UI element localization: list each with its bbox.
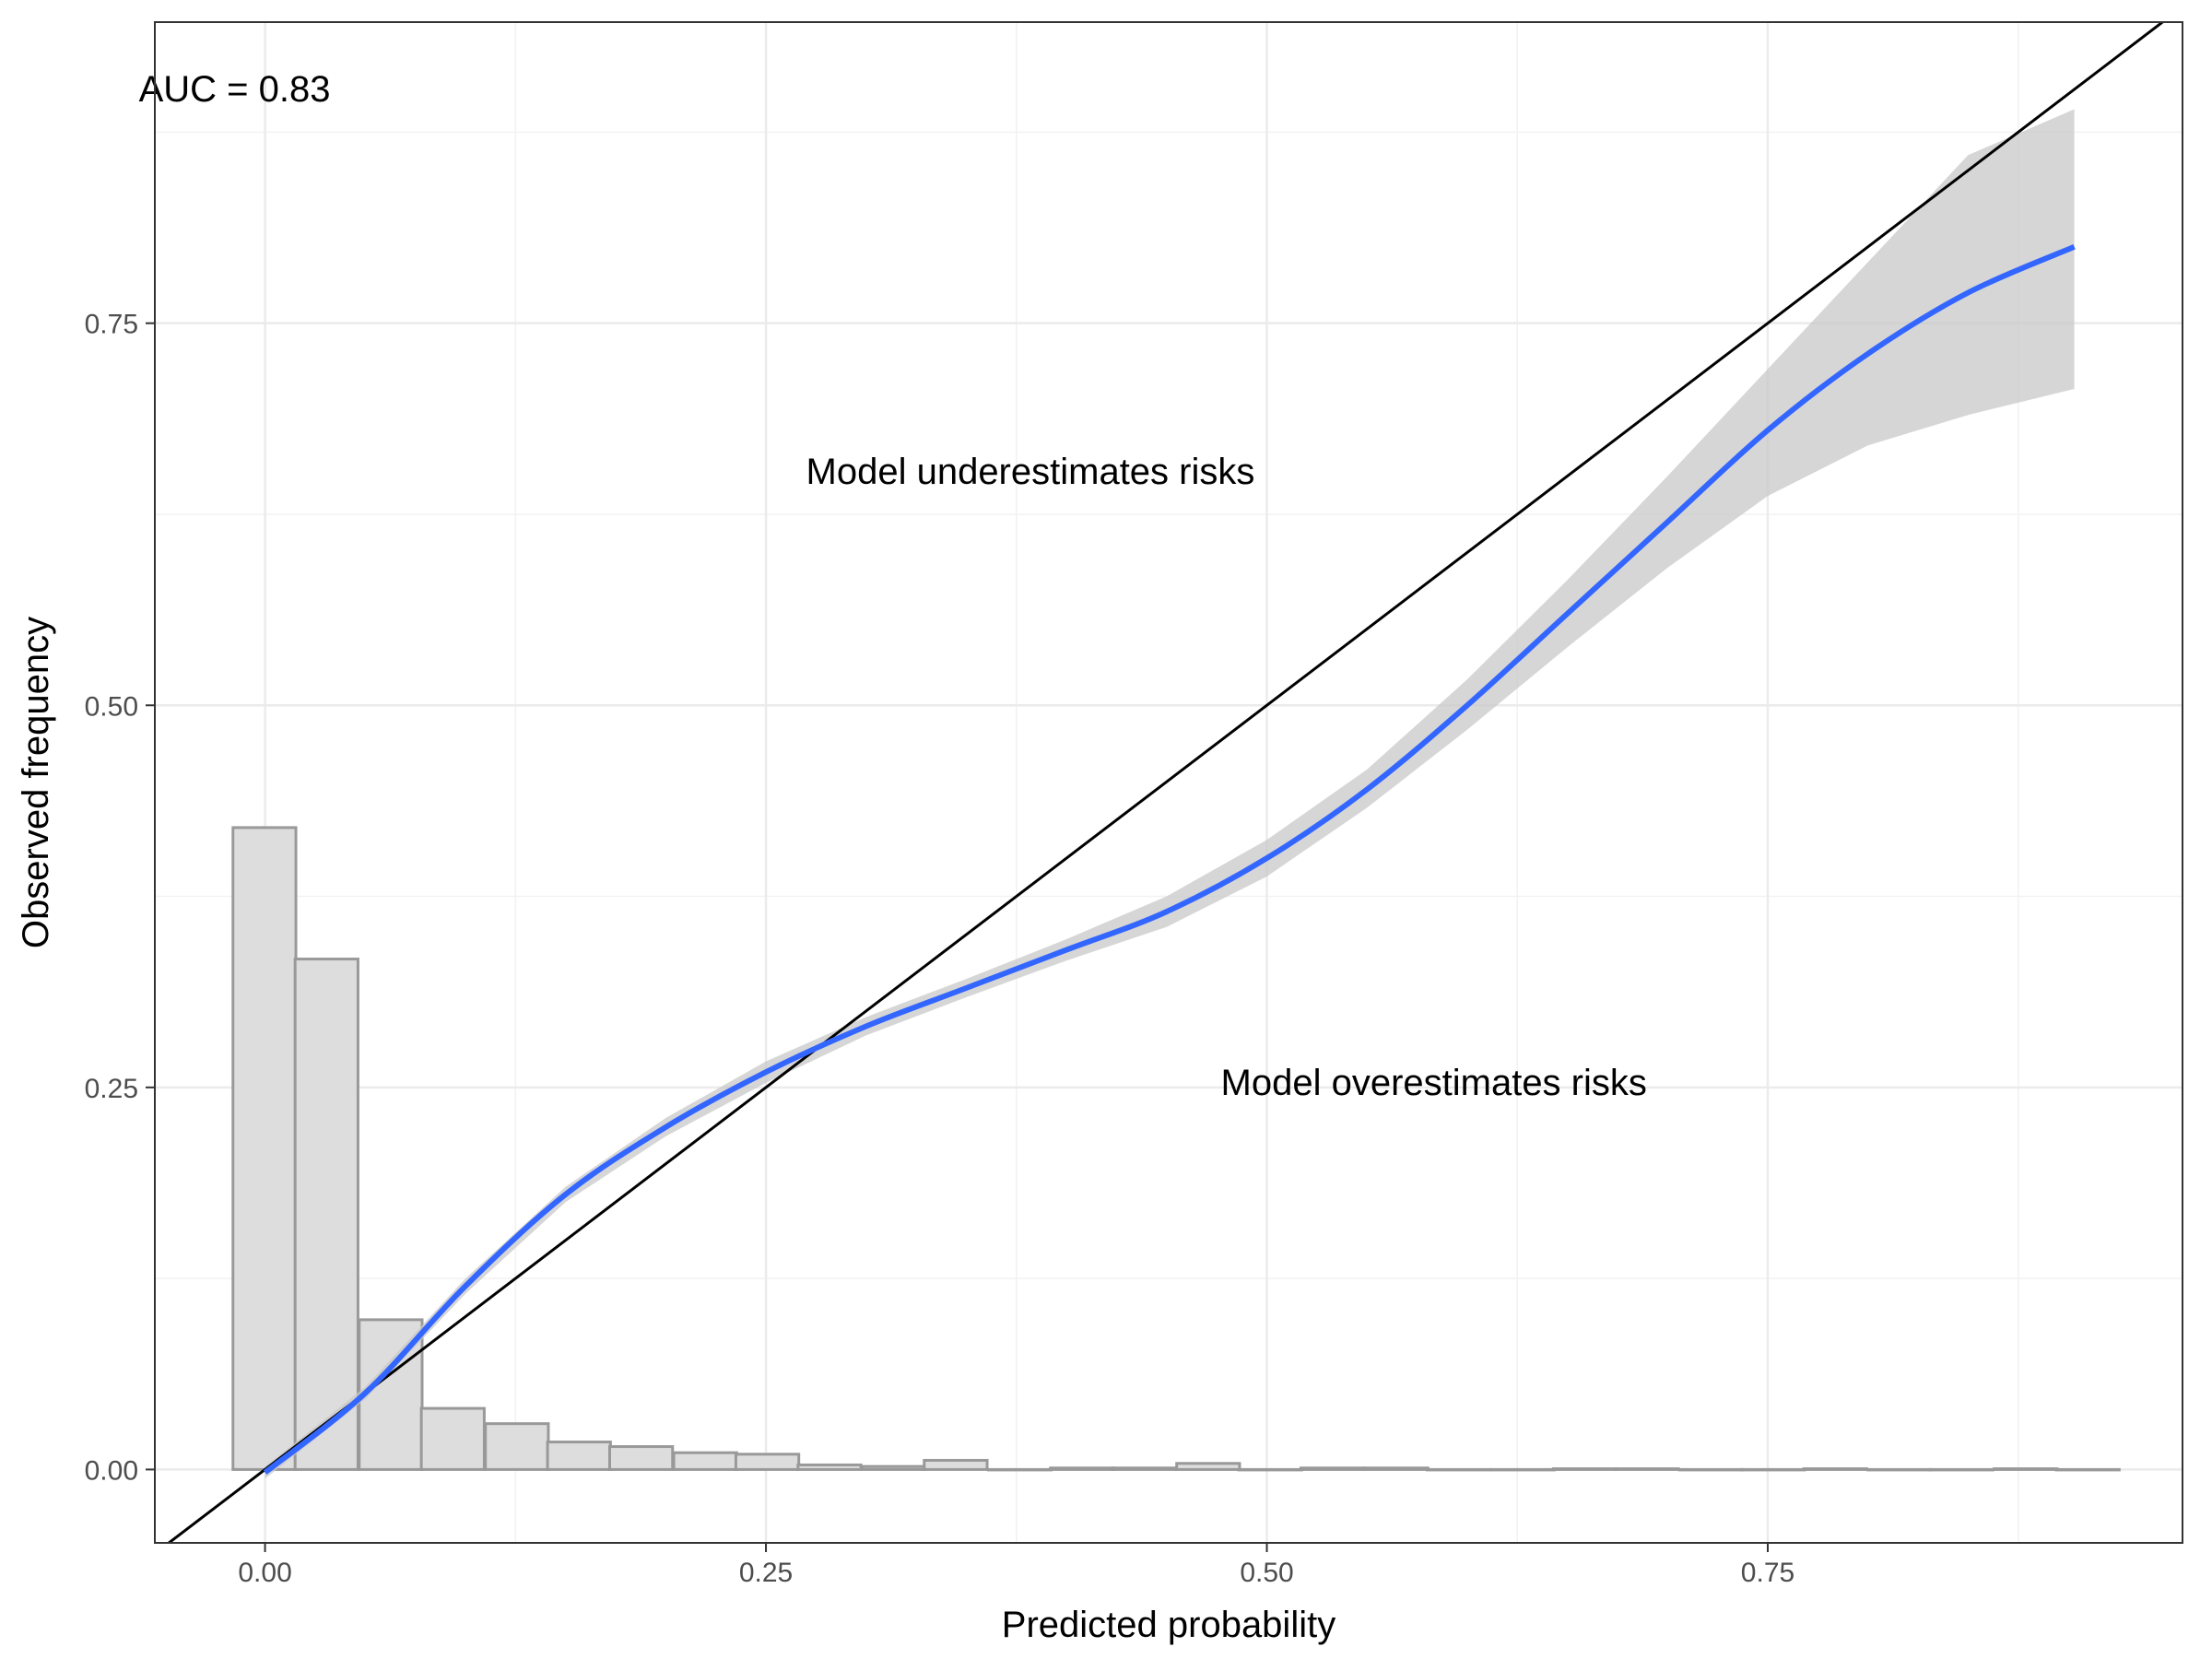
- histogram-bar-30: [2054, 1467, 2121, 1472]
- histogram-bar-16: [1175, 1462, 1241, 1471]
- histogram-bar-2: [293, 958, 359, 1471]
- y-tick-label: 0.75: [85, 310, 138, 340]
- histogram-bar-28: [1928, 1467, 1994, 1472]
- grid-major: [155, 22, 2183, 1543]
- histogram-bar-4: [419, 1406, 486, 1471]
- histogram-bar-26: [1802, 1467, 1868, 1471]
- histogram-bar-19: [1363, 1466, 1430, 1471]
- annotations: AUC = 0.83 Model underestimates risks Mode…: [139, 69, 1647, 1103]
- y-tick-label: 0.50: [85, 691, 138, 722]
- x-tick-label: 0.00: [238, 1558, 291, 1588]
- y-axis-title: Observed frequency: [16, 617, 56, 948]
- panel-border: [154, 21, 2183, 1544]
- histogram-bar-21: [1489, 1467, 1556, 1472]
- x-tick-label: 0.75: [1741, 1558, 1794, 1588]
- histogram-bar-9: [734, 1453, 801, 1471]
- confidence-ribbon: [265, 109, 2075, 1479]
- histogram-bar-13: [986, 1467, 1053, 1472]
- annotation-auc: AUC = 0.83: [139, 69, 331, 110]
- histogram-bar-7: [607, 1445, 675, 1471]
- annotation-under: Model underestimates risks: [806, 452, 1255, 492]
- reference-line: [166, 22, 2165, 1543]
- confidence-ribbon-layer: [265, 109, 2075, 1479]
- reference-line-layer: [166, 22, 2165, 1543]
- histogram-bar-12: [923, 1458, 989, 1471]
- histogram-bar-29: [1993, 1467, 2059, 1471]
- histogram-bar-27: [1866, 1467, 1933, 1472]
- histogram-bar-14: [1049, 1466, 1115, 1471]
- histogram-bar-23: [1614, 1467, 1680, 1471]
- histogram-bar-6: [546, 1441, 612, 1471]
- y-tick-label: 0.25: [85, 1074, 138, 1104]
- histogram-bar-18: [1299, 1466, 1366, 1471]
- histogram-bar-25: [1740, 1467, 1806, 1472]
- histogram-bar-24: [1677, 1467, 1745, 1472]
- calibration-curve: [263, 244, 2076, 1476]
- histogram-bar-22: [1551, 1467, 1618, 1471]
- y-tick-label: 0.00: [85, 1455, 138, 1486]
- histogram-bar-1: [231, 826, 298, 1471]
- x-tick-label: 0.25: [739, 1558, 793, 1588]
- histogram-bar-15: [1111, 1466, 1177, 1471]
- histogram-bar-10: [796, 1463, 863, 1471]
- x-tick-label: 0.50: [1240, 1558, 1293, 1588]
- x-axis-title: Predicted probability: [1002, 1605, 1335, 1645]
- histogram-bar-11: [860, 1465, 927, 1471]
- x-axis: 0.00 0.25 0.50 0.75: [238, 1543, 1794, 1588]
- annotation-over: Model overestimates risks: [1221, 1063, 1647, 1103]
- histogram: [231, 826, 2121, 1472]
- calibration-curve-layer: [263, 244, 2076, 1476]
- histogram-bar-20: [1425, 1467, 1492, 1472]
- y-axis: 0.00 0.25 0.50 0.75: [85, 310, 155, 1486]
- histogram-bar-5: [484, 1422, 550, 1471]
- histogram-bar-17: [1237, 1467, 1303, 1472]
- histogram-bar-8: [672, 1451, 738, 1471]
